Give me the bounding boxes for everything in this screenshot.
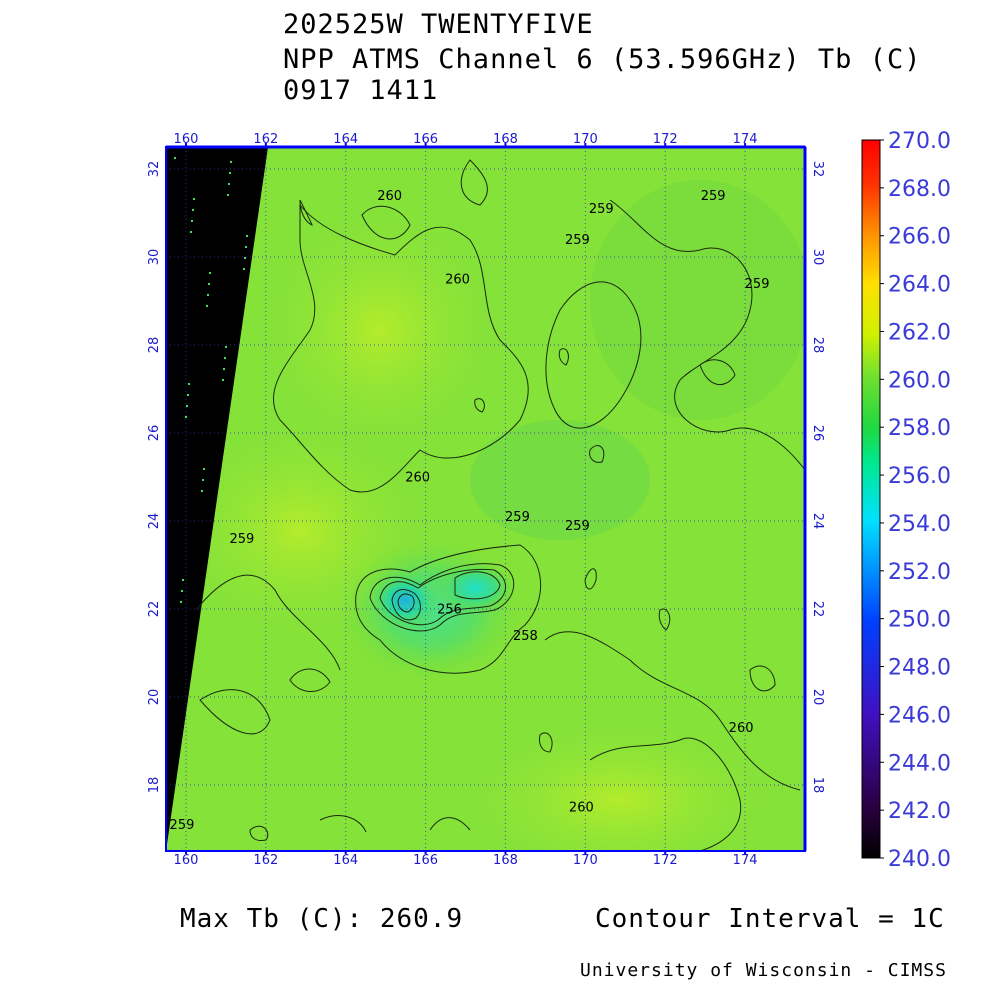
contour-label: 259 — [505, 510, 530, 525]
contour-label: 259 — [565, 233, 590, 248]
max-tb-label: Max Tb (C): 260.9 — [180, 904, 464, 934]
lon-tick-bottom: 166 — [413, 853, 438, 868]
contour-label: 259 — [229, 532, 254, 547]
contour-label: 256 — [437, 602, 462, 617]
contour-interval-label: Contour Interval = 1C — [595, 904, 945, 934]
lat-tick-left: 20 — [147, 689, 162, 706]
swath-noise — [174, 157, 248, 603]
no-data-swath — [166, 147, 268, 851]
colorbar-tick-label: 270.0 — [888, 129, 951, 154]
lat-tick-left: 18 — [147, 777, 162, 794]
contour-label: 259 — [745, 277, 770, 292]
contour-label: 260 — [569, 800, 594, 815]
lat-tick-right: 26 — [810, 425, 825, 442]
lon-tick-top: 160 — [174, 132, 199, 147]
lat-tick-right: 30 — [810, 249, 825, 266]
lat-tick-right: 18 — [810, 777, 825, 794]
colorbar-tick-label: 244.0 — [888, 751, 951, 776]
colorbar-tick-label: 256.0 — [888, 464, 951, 489]
colorbar-tick-label: 268.0 — [888, 177, 951, 202]
lat-tick-left: 28 — [147, 337, 162, 354]
colorbar-tick-label: 250.0 — [888, 608, 951, 633]
lat-tick-right: 24 — [810, 513, 825, 530]
contour-label: 258 — [513, 629, 538, 644]
colorbar-tick-label: 260.0 — [888, 368, 951, 393]
colorbar-labels: 270.0 268.0 266.0 264.0 262.0 260.0 258.0 256.0… — [880, 129, 951, 872]
lon-tick-top: 166 — [413, 132, 438, 147]
colorbar-tick-label: 248.0 — [888, 656, 951, 681]
contour-label: 259 — [565, 519, 590, 534]
lat-tick-left: 30 — [147, 249, 162, 266]
lat-tick-right: 28 — [810, 337, 825, 354]
contour-label: 260 — [377, 189, 402, 204]
lat-tick-left: 24 — [147, 513, 162, 530]
colorbar-tick-label: 252.0 — [888, 560, 951, 585]
lon-tick-bottom: 168 — [493, 853, 518, 868]
lat-tick-right: 22 — [810, 601, 825, 618]
lon-tick-top: 170 — [573, 132, 598, 147]
contour-labels: 260 259 259 259 260 259 260 259 259 259 256 258 260 2… — [170, 189, 770, 833]
lat-tick-right: 32 — [810, 161, 825, 178]
lat-tick-left: 22 — [147, 601, 162, 618]
title-line-3: 0917 1411 — [283, 75, 439, 106]
colorbar-tick-label: 258.0 — [888, 416, 951, 441]
credit-label: University of Wisconsin - CIMSS — [580, 960, 947, 981]
lon-tick-bottom: 162 — [253, 853, 278, 868]
colorbar-tick-label: 254.0 — [888, 512, 951, 537]
lon-tick-top: 168 — [493, 132, 518, 147]
lat-lon-grid — [166, 147, 805, 851]
colorbar-tick-label: 246.0 — [888, 703, 951, 728]
lon-tick-bottom: 174 — [733, 853, 758, 868]
contour-label: 259 — [701, 189, 726, 204]
lat-tick-left: 26 — [147, 425, 162, 442]
contour-label: 259 — [589, 202, 614, 217]
lon-tick-top: 172 — [653, 132, 678, 147]
contour-lines — [195, 159, 805, 851]
lon-tick-top: 174 — [733, 132, 758, 147]
contour-label: 260 — [729, 721, 754, 736]
axis-ticks: 160 160 162 162 164 164 166 166 168 168 170 170 172 1… — [147, 132, 825, 868]
title-line-1: 202525W TWENTYFIVE — [283, 9, 594, 40]
colorbar-tick-label: 262.0 — [888, 320, 951, 345]
lon-tick-bottom: 170 — [573, 853, 598, 868]
brightness-temperature-field — [166, 147, 805, 851]
title-line-2: NPP ATMS Channel 6 (53.596GHz) Tb (C) — [283, 44, 922, 75]
lon-tick-bottom: 172 — [653, 853, 678, 868]
lon-tick-bottom: 164 — [333, 853, 358, 868]
contour-label: 259 — [170, 818, 195, 833]
lon-tick-top: 164 — [333, 132, 358, 147]
contour-label: 260 — [405, 470, 430, 485]
contour-label: 260 — [445, 272, 470, 287]
colorbar-tick-label: 242.0 — [888, 799, 951, 824]
lon-tick-top: 162 — [253, 132, 278, 147]
colorbar — [861, 139, 881, 859]
lat-tick-right: 20 — [810, 689, 825, 706]
colorbar-tick-label: 264.0 — [888, 273, 951, 298]
lat-tick-left: 32 — [147, 161, 162, 178]
colorbar-tick-label: 266.0 — [888, 225, 951, 250]
colorbar-tick-label: 240.0 — [888, 847, 951, 872]
lon-tick-bottom: 160 — [174, 853, 199, 868]
